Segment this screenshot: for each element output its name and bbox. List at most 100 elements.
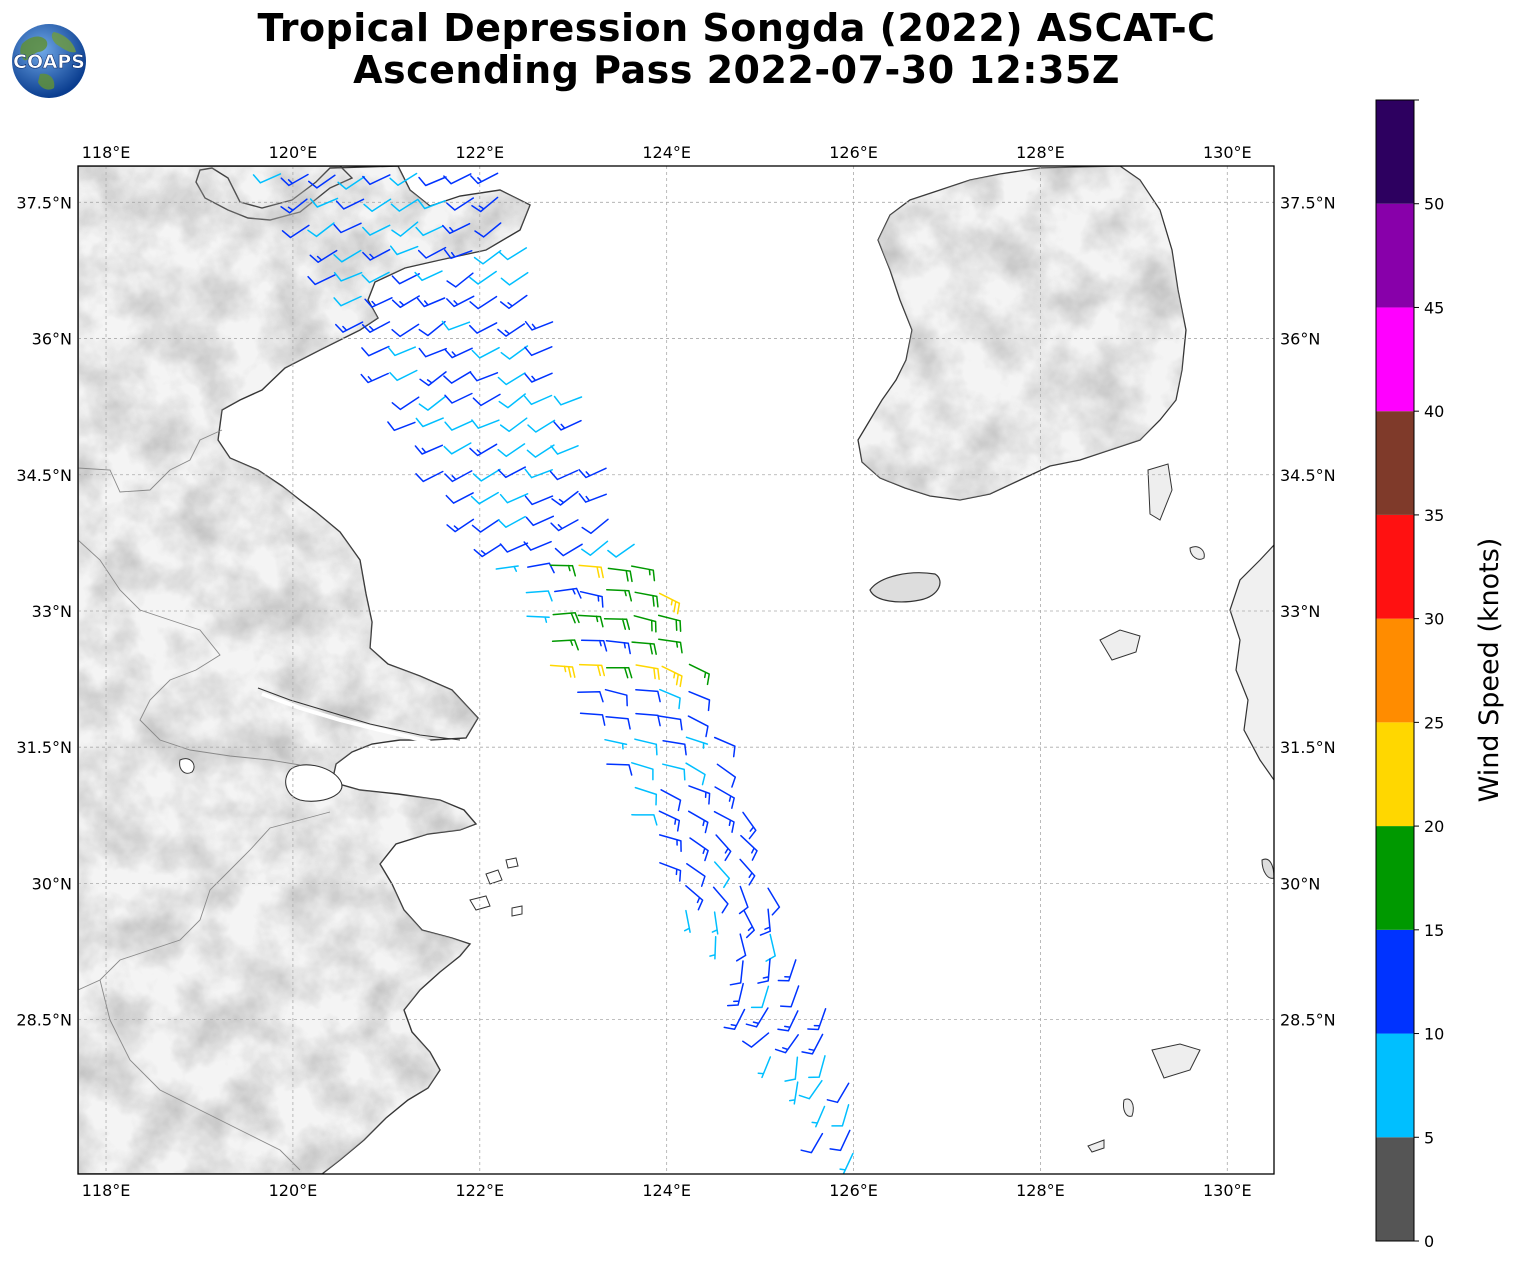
wind-barb: [831, 1104, 850, 1127]
wind-barb: [443, 442, 472, 455]
colorbar-frame: [1375, 99, 1415, 1242]
wind-barb: [391, 273, 420, 285]
wind-barb: [337, 176, 366, 190]
wind-barb: [281, 224, 310, 239]
wind-barb: [687, 715, 709, 738]
wind-barb: [634, 738, 658, 756]
wind-barb: [389, 369, 418, 382]
lat-tick-label-right: 34.5°N: [1280, 466, 1336, 485]
wind-barb: [658, 810, 681, 832]
wind-barb: [800, 1132, 824, 1154]
wind-barb: [469, 295, 498, 310]
wind-barb: [472, 468, 501, 482]
wind-barb: [361, 345, 390, 357]
wind-barb: [662, 739, 687, 756]
wind-barb: [418, 395, 446, 411]
wind-barb: [604, 738, 628, 750]
wind-barb: [581, 540, 609, 556]
wind-barb: [446, 295, 475, 308]
wind-barb: [442, 222, 471, 235]
wind-barb: [527, 419, 556, 433]
wind-barb: [333, 249, 362, 263]
lat-tick-label-left: 28.5°N: [16, 1011, 72, 1030]
wind-barb: [578, 564, 604, 579]
wind-barb: [688, 785, 711, 805]
wind-barb: [362, 224, 391, 236]
wind-barb: [307, 222, 335, 238]
colorbar-tick-label: 40: [1424, 402, 1444, 421]
lat-tick-label-left: 37.5°N: [16, 193, 72, 212]
wind-barb: [685, 736, 709, 749]
lat-tick-label-right: 28.5°N: [1280, 1011, 1336, 1030]
wind-barb: [735, 933, 747, 962]
wind-barb: [750, 985, 770, 1009]
wind-barb: [742, 811, 757, 840]
colorbar-bin: [1376, 307, 1414, 412]
colorbar-tick-label: 35: [1424, 506, 1444, 525]
wind-barb: [552, 611, 580, 624]
wind-barb: [551, 490, 579, 506]
wind-barb: [581, 518, 609, 535]
colorbar-label: Wind Speed (knots): [1474, 538, 1505, 803]
lat-tick-label-right: 33°N: [1280, 602, 1320, 621]
wind-barb: [660, 789, 682, 812]
wind-barb: [829, 1129, 851, 1152]
wind-barb: [524, 320, 554, 331]
wind-barb: [631, 762, 654, 781]
lon-tick-label-top: 130°E: [1203, 143, 1252, 162]
wind-barb: [739, 858, 756, 886]
wind-barb: [709, 936, 717, 960]
wind-barb: [524, 346, 553, 357]
lon-tick-label-bottom: 122°E: [455, 1181, 504, 1200]
wind-barb: [808, 1055, 826, 1079]
colorbar-tick-label: 5: [1424, 1128, 1434, 1147]
coaps-logo: COAPS: [12, 24, 86, 98]
wind-barb: [415, 470, 444, 483]
wind-barb: [499, 542, 529, 553]
wind-barb: [550, 445, 579, 455]
wind-barb: [523, 540, 552, 551]
wind-barb: [499, 417, 528, 433]
wind-barb: [360, 372, 389, 384]
wind-barb: [333, 271, 363, 282]
wind-barb: [472, 393, 501, 407]
wind-barb: [362, 174, 391, 186]
wind-barb: [309, 197, 339, 208]
wind-barb: [414, 270, 443, 282]
wind-barb: [658, 592, 681, 615]
wind-barb: [418, 347, 447, 358]
wind-barb: [415, 225, 444, 237]
wind-barb: [280, 173, 309, 187]
wind-barb: [391, 396, 420, 411]
lat-tick-label-right: 36°N: [1280, 330, 1320, 349]
wind-barb: [726, 982, 744, 1007]
wind-barb: [765, 933, 776, 962]
wind-barb: [307, 174, 336, 189]
colorbar-tick-label: 30: [1424, 610, 1444, 629]
wind-barb: [553, 419, 582, 431]
wind-barb: [577, 614, 604, 628]
wind-barb: [364, 297, 393, 308]
lon-tick-label-bottom: 126°E: [829, 1181, 878, 1200]
wind-barb: [686, 863, 706, 887]
wind-barb: [309, 249, 338, 263]
wind-barb: [661, 665, 683, 688]
lon-tick-label-bottom: 124°E: [642, 1181, 691, 1200]
wind-barb: [469, 443, 498, 457]
wind-barb: [657, 614, 682, 632]
map-gridlines: [78, 166, 1274, 1174]
wind-barb: [445, 492, 474, 504]
wind-barb: [252, 173, 282, 184]
wind-barb: [414, 444, 444, 455]
wind-barb: [524, 372, 553, 383]
wind-barb: [658, 638, 683, 654]
wind-barb: [443, 371, 472, 384]
wind-barb: [605, 715, 631, 730]
wind-barb: [759, 908, 771, 936]
colorbar-bin: [1376, 826, 1414, 930]
colorbar-bin: [1376, 929, 1414, 1034]
wind-barb: [473, 249, 502, 265]
wind-barbs: [252, 172, 854, 1174]
